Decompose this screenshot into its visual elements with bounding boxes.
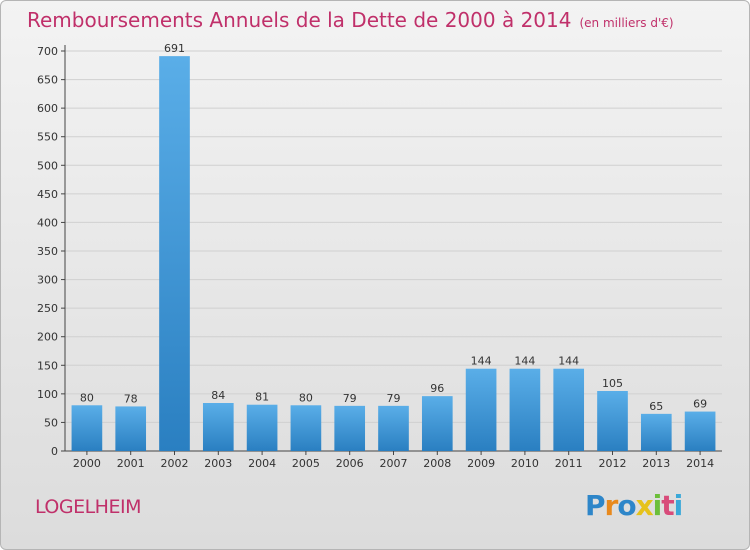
bar-value-label: 144 <box>471 355 492 368</box>
chart-title: Remboursements Annuels de la Dette de 20… <box>27 8 674 32</box>
logo-letter: i <box>652 489 663 522</box>
bar-value-label: 105 <box>602 377 623 390</box>
x-tick-label: 2013 <box>642 457 670 470</box>
y-tick-label: 350 <box>37 245 58 258</box>
bar-value-label: 96 <box>430 382 444 395</box>
axes: 0 50 100 150 200 250 300 350 400 450 500 550 600 650 7… <box>37 45 722 470</box>
bars: 80 78 691 84 81 80 79 79 96 144 144 144 105 65 69 <box>71 42 716 452</box>
chart-title-text: Remboursements Annuels de la Dette de 20… <box>27 8 572 32</box>
x-tick-label: 2009 <box>467 457 495 470</box>
y-tick-label: 600 <box>37 102 58 115</box>
bar-2000 <box>71 405 103 451</box>
bar-2003 <box>202 403 234 451</box>
bar-2007 <box>378 405 409 451</box>
bar-value-label: 144 <box>514 355 535 368</box>
chart-subtitle: (en milliers d'€) <box>579 16 674 30</box>
proxiti-logo: Proxiti <box>585 489 684 522</box>
bar-value-label: 80 <box>299 391 313 404</box>
bar-value-label: 144 <box>558 355 579 368</box>
y-tick-label: 0 <box>51 445 58 458</box>
y-tick-label: 250 <box>37 302 58 315</box>
logo-letter: P <box>585 489 606 522</box>
x-tick-label: 2002 <box>161 457 189 470</box>
y-tick-label: 700 <box>37 45 58 58</box>
y-tick-label: 200 <box>37 331 58 344</box>
town-name: LOGELHEIM <box>35 496 141 518</box>
y-tick-label: 50 <box>44 416 58 429</box>
x-tick-label: 2004 <box>248 457 276 470</box>
x-tick-label: 2003 <box>204 457 232 470</box>
bar-2002 <box>159 56 190 452</box>
bar-2013 <box>640 413 672 451</box>
bar-2011 <box>553 368 585 451</box>
logo-letter: o <box>617 489 636 522</box>
bar-value-label: 84 <box>211 389 225 402</box>
bar-2001 <box>115 406 147 451</box>
y-tick-label: 300 <box>37 274 58 287</box>
x-tick-label: 2000 <box>73 457 101 470</box>
bar-value-label: 65 <box>649 400 663 413</box>
bar-2009 <box>465 368 497 451</box>
bar-2010 <box>509 368 541 451</box>
bar-2012 <box>597 391 628 451</box>
x-tick-label: 2011 <box>555 457 583 470</box>
y-tick-label: 150 <box>37 359 58 372</box>
bar-2014 <box>684 411 716 451</box>
logo-letter: r <box>604 489 619 522</box>
bar-value-label: 79 <box>387 392 401 405</box>
x-tick-label: 2005 <box>292 457 320 470</box>
x-tick-label: 2006 <box>336 457 364 470</box>
bar-2008 <box>421 396 453 451</box>
bar-value-label: 79 <box>343 392 357 405</box>
bar-value-label: 69 <box>693 398 707 411</box>
x-tick-label: 2008 <box>423 457 451 470</box>
bar-value-label: 78 <box>124 392 138 405</box>
bar-2004 <box>246 404 278 451</box>
y-tick-label: 100 <box>37 388 58 401</box>
y-tick-label: 500 <box>37 159 58 172</box>
y-tick-label: 400 <box>37 216 58 229</box>
y-tick-label: 650 <box>37 74 58 87</box>
bar-value-label: 80 <box>80 391 94 404</box>
x-tick-label: 2014 <box>686 457 714 470</box>
y-tick-label: 450 <box>37 188 58 201</box>
y-tick-label: 550 <box>37 131 58 144</box>
x-tick-label: 2001 <box>117 457 145 470</box>
x-tick-label: 2012 <box>599 457 627 470</box>
bar-value-label: 81 <box>255 391 269 404</box>
bar-2006 <box>334 405 366 451</box>
bar-2005 <box>290 405 322 451</box>
logo-letter: i <box>673 489 684 522</box>
x-tick-label: 2007 <box>380 457 408 470</box>
logo-letter: x <box>635 489 654 522</box>
bar-value-label: 691 <box>164 42 185 55</box>
logo-letter: t <box>661 489 674 522</box>
x-tick-label: 2010 <box>511 457 539 470</box>
